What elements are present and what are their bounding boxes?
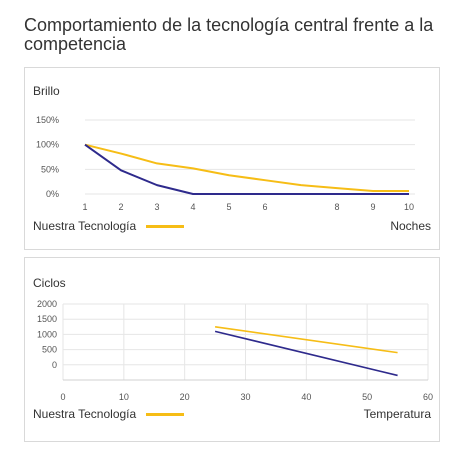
brillo-x-tick-label: 5: [226, 202, 231, 212]
ciclos-x-axis-label: Temperatura: [363, 407, 431, 421]
ciclos-series-competition-line: [214, 330, 398, 377]
ciclos-chart-title: Ciclos: [33, 276, 66, 290]
brillo-x-axis-label: Noches: [390, 219, 431, 233]
ciclos-y-tick-label: 500: [42, 345, 57, 355]
brillo-series-competition-line: [84, 143, 409, 195]
ciclos-x-tick-label: 50: [362, 392, 372, 402]
brillo-y-tick-label: 50%: [41, 164, 59, 174]
brillo-legend: Nuestra Tecnología: [33, 219, 185, 233]
brillo-y-tick-label: 0%: [46, 189, 59, 199]
brillo-x-tick-label: 6: [262, 202, 267, 212]
ciclos-x-tick-label: 40: [301, 392, 311, 402]
page-title: Comportamiento de la tecnología central …: [24, 15, 434, 54]
brillo-chart-title: Brillo: [33, 84, 60, 98]
brillo-y-tick-label: 150%: [36, 115, 59, 125]
ciclos-y-tick-label: 1000: [37, 329, 57, 339]
ciclos-y-tick-label: 1500: [37, 314, 57, 324]
brillo-legend-swatch: [146, 224, 185, 228]
ciclos-legend-swatch: [146, 412, 185, 416]
ciclos-x-tick-label: 30: [240, 392, 250, 402]
brillo-x-tick-label: 10: [404, 202, 414, 212]
ciclos-legend: Nuestra Tecnología: [33, 407, 185, 421]
ciclos-x-tick-label: 20: [180, 392, 190, 402]
brillo-chart-plot: 150% 100% 50% 0% 1 2 3 4 5 6 8 9 10: [36, 115, 415, 212]
brillo-chart-card: 150% 100% 50% 0% 1 2 3 4 5 6 8 9 10 Brillo Nuestra T…: [24, 67, 440, 250]
ciclos-x-tick-label: 0: [60, 392, 65, 402]
brillo-x-tick-label: 8: [334, 202, 339, 212]
ciclos-series-ours-line: [214, 326, 398, 354]
ciclos-x-tick-label: 60: [423, 392, 433, 402]
ciclos-chart-card: 0 10 20 30 40 50 60 2000 1500 1000 500 0 Ciclos Nue…: [24, 257, 440, 442]
brillo-x-tick-label: 9: [370, 202, 375, 212]
brillo-y-tick-label: 100%: [36, 140, 59, 150]
ciclos-y-tick-label: 0: [52, 360, 57, 370]
brillo-x-tick-label: 2: [118, 202, 123, 212]
brillo-x-tick-label: 4: [190, 202, 195, 212]
ciclos-chart-plot: 0 10 20 30 40 50 60 2000 1500 1000 500 0: [37, 299, 433, 402]
brillo-x-tick-label: 1: [82, 202, 87, 212]
ciclos-y-tick-label: 2000: [37, 299, 57, 309]
brillo-x-tick-label: 3: [154, 202, 159, 212]
ciclos-x-tick-label: 10: [119, 392, 129, 402]
brillo-series-ours-line: [84, 143, 409, 193]
brillo-legend-label: Nuestra Tecnología: [33, 219, 137, 233]
ciclos-legend-label: Nuestra Tecnología: [33, 407, 137, 421]
